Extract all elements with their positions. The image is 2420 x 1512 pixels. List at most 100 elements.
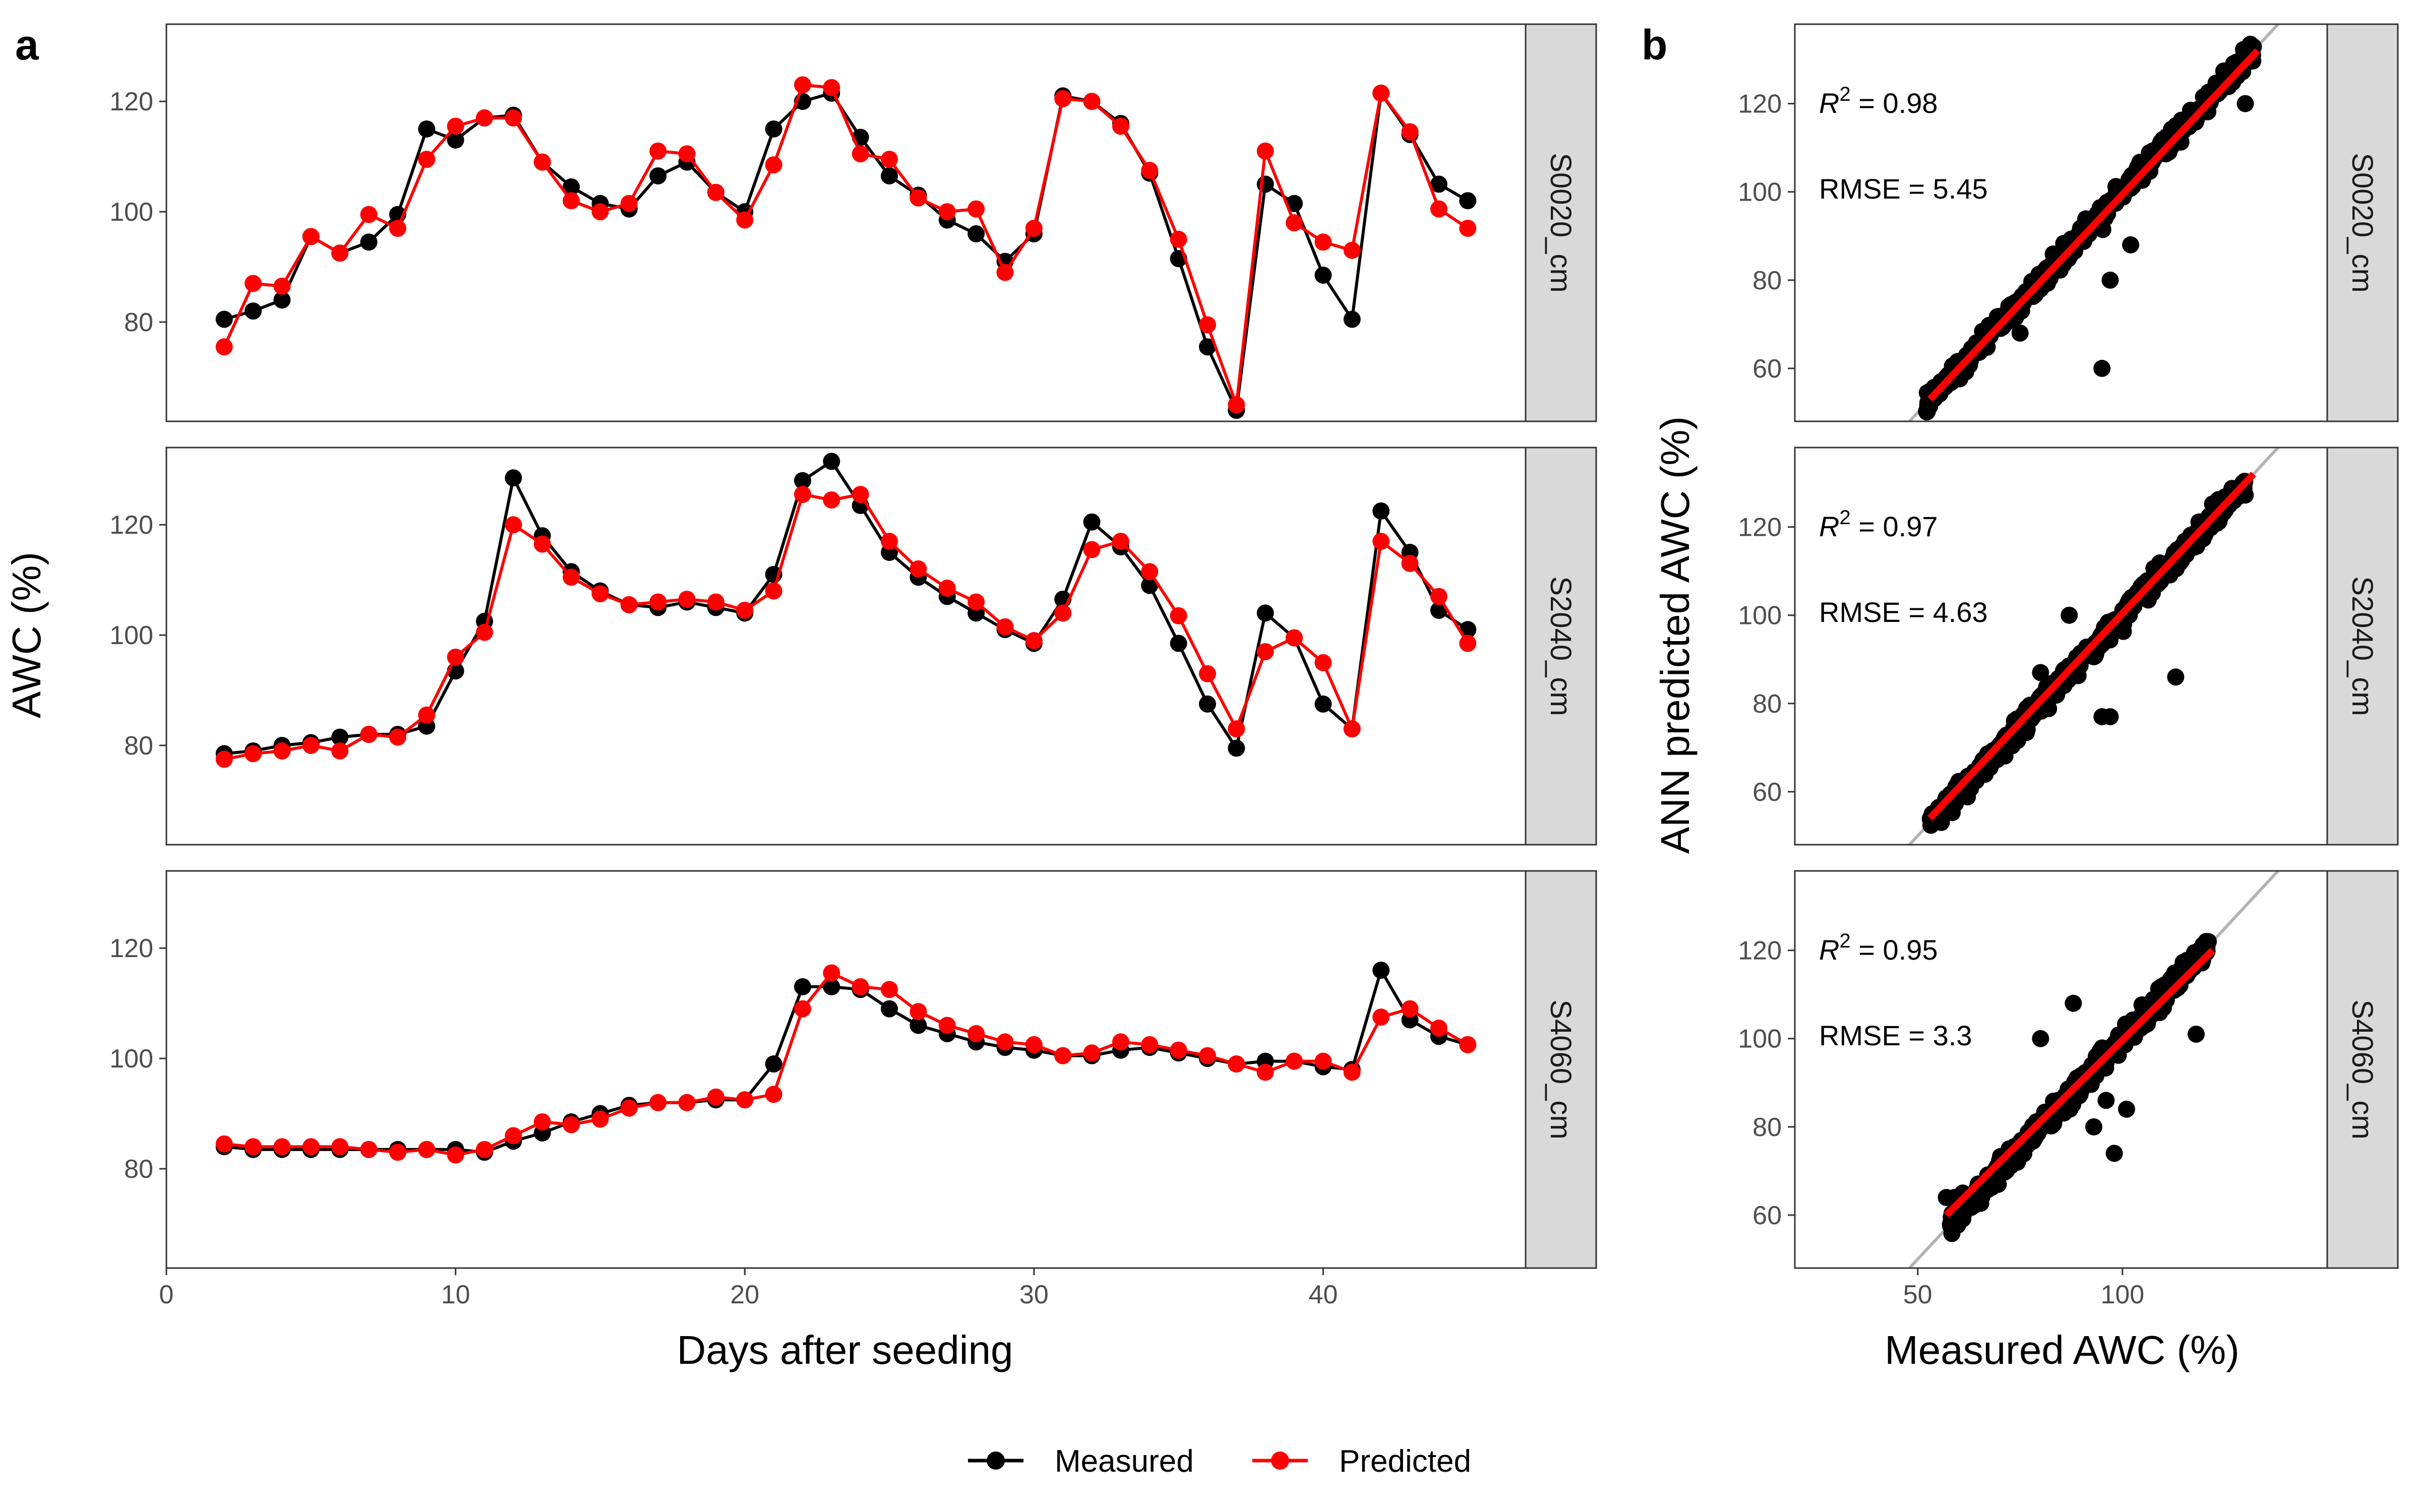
facet-background: [1795, 871, 2327, 1268]
data-point-predicted: [1314, 1052, 1332, 1070]
data-point-outlier: [2101, 271, 2119, 289]
data-point-measured: [881, 1000, 898, 1018]
x-tick-label: 100: [2100, 1280, 2144, 1309]
regression-fit-line: [1927, 471, 2256, 821]
data-point-measured: [967, 225, 985, 242]
data-point-predicted: [1256, 1063, 1274, 1081]
facet-strip: [2326, 447, 2399, 846]
data-point-predicted: [418, 151, 436, 168]
r-squared-label: R2 = 0.95: [1819, 930, 1938, 966]
data-point-predicted: [910, 189, 927, 207]
y-tick-label: 80: [1752, 689, 1782, 719]
data-point-measured: [765, 1055, 782, 1073]
data-point-measured: [418, 120, 436, 138]
data-point-outlier: [2188, 1025, 2205, 1043]
data-point-measured: [794, 978, 811, 995]
data-point-predicted: [996, 264, 1014, 281]
y-tick-label: 100: [1738, 178, 1782, 207]
legend-predicted-point: [1271, 1452, 1289, 1470]
y-tick-label: 120: [1738, 513, 1782, 542]
data-point-predicted: [1430, 200, 1447, 218]
y-tick-label: 80: [124, 308, 153, 337]
data-point-predicted: [1401, 123, 1419, 141]
data-point-predicted: [389, 219, 406, 237]
legend: Measured Predicted: [968, 1444, 1471, 1479]
data-point-predicted: [678, 145, 696, 163]
y-tick-label: 60: [1752, 354, 1782, 384]
legend-measured-point: [987, 1452, 1005, 1470]
data-point-measured: [1314, 266, 1332, 284]
data-point-predicted: [1054, 604, 1072, 622]
data-point-predicted: [563, 192, 580, 210]
data-point-outlier: [2065, 994, 2082, 1012]
data-point-predicted: [1343, 241, 1361, 259]
x-tick-label: 10: [441, 1280, 470, 1309]
data-point-predicted: [707, 1088, 724, 1106]
data-point-outlier: [2032, 664, 2049, 681]
data-point-predicted: [967, 200, 985, 218]
facet-strip: [1525, 447, 1597, 846]
data-point-measured: [881, 167, 898, 184]
data-point-predicted: [765, 1086, 782, 1103]
panel-b-facet-S0020_cm: S0020_cm R2 = 0.98 RMSE = 5.45 60 80 100 120: [1738, 23, 2399, 422]
data-point-predicted: [967, 1025, 985, 1042]
x-tick-label: 50: [1903, 1280, 1932, 1309]
data-point-measured: [1372, 962, 1390, 979]
data-point-measured: [910, 1017, 927, 1034]
data-point-measured: [765, 120, 782, 138]
data-point-predicted: [1343, 720, 1361, 738]
y-tick-label: 100: [109, 1044, 153, 1074]
panel-a-time-series: S0020_cm80100120S2040_cm80100120S4060_cm…: [109, 23, 1597, 1309]
data-point-predicted: [1054, 90, 1072, 107]
data-point-measured: [245, 302, 262, 320]
data-point-predicted: [1141, 162, 1159, 179]
panel-b-facet-S2040_cm: S2040_cm R2 = 0.97 RMSE = 4.63 60 80 100 120: [1738, 447, 2399, 846]
data-point-predicted: [1083, 93, 1101, 110]
y-tick-label: 100: [1738, 1025, 1782, 1054]
data-point-predicted: [707, 593, 724, 611]
data-point-outlier: [2032, 1030, 2049, 1047]
data-point-predicted: [996, 618, 1014, 636]
scatter-plot-area: [1907, 24, 2280, 421]
data-point-predicted: [475, 623, 493, 641]
data-point-predicted: [331, 742, 349, 760]
y-tick-label: 120: [109, 87, 153, 116]
x-tick-label: 40: [1309, 1280, 1338, 1309]
scatter-plot-area: [1907, 448, 2280, 845]
data-point-predicted: [1025, 632, 1043, 650]
data-point-predicted: [823, 79, 840, 96]
data-point-predicted: [1372, 1009, 1390, 1026]
data-point-measured: [563, 178, 580, 196]
data-point-predicted: [273, 1138, 291, 1156]
data-point-predicted: [475, 1141, 493, 1158]
panel-a-letter: a: [15, 21, 39, 69]
data-point-predicted: [1141, 563, 1159, 581]
data-point-predicted: [533, 535, 551, 553]
data-point-predicted: [360, 206, 378, 223]
y-tick-label: 80: [124, 1155, 153, 1184]
data-point-predicted: [1228, 1055, 1245, 1073]
data-point-predicted: [1372, 533, 1390, 550]
data-point-predicted: [736, 211, 754, 229]
data-point-predicted: [331, 1138, 349, 1156]
data-point: [1959, 788, 1976, 806]
y-tick-label: 100: [1738, 601, 1782, 631]
panel-a-y-axis-title: AWC (%): [4, 552, 49, 718]
data-point-predicted: [967, 593, 985, 611]
x-tick-label: 20: [730, 1280, 759, 1309]
data-point-predicted: [823, 491, 840, 509]
data-point-measured: [1199, 338, 1217, 356]
data-point-predicted: [302, 737, 320, 754]
data-point-predicted: [245, 275, 262, 292]
y-tick-label: 120: [109, 934, 153, 963]
data-point-measured: [823, 978, 840, 995]
data-point-predicted: [447, 1146, 464, 1164]
data-point-measured: [1083, 513, 1101, 531]
data-point-outlier: [2105, 1145, 2123, 1162]
facet-strip: [1525, 870, 1597, 1269]
data-point-predicted: [794, 486, 811, 503]
data-point-predicted: [1343, 1063, 1361, 1081]
data-point: [1921, 398, 1939, 415]
data-point-measured: [1228, 739, 1245, 757]
data-point-predicted: [1401, 554, 1419, 572]
